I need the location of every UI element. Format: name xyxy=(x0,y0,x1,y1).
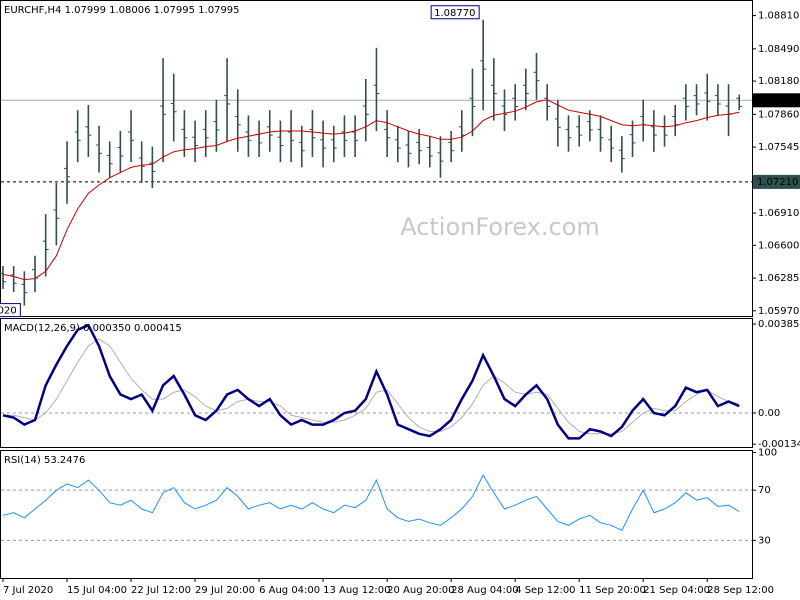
y-tick-label: 1.08810 xyxy=(758,11,799,22)
high-box xyxy=(430,5,480,20)
x-tick-label: 28 Sep 12:00 xyxy=(707,585,774,596)
low-box xyxy=(0,303,21,318)
x-tick-label: 28 Aug 04:00 xyxy=(451,585,518,596)
current-price-box xyxy=(753,93,800,108)
y-tick-label: 70 xyxy=(758,485,771,496)
x-tick-label: 22 Jul 12:00 xyxy=(131,585,191,596)
panel-frame xyxy=(0,450,753,579)
series-line xyxy=(2,323,740,440)
panel-frame xyxy=(0,318,753,448)
y-tick-label: 1.07545 xyxy=(758,142,799,153)
level-label: 1.07210 xyxy=(757,177,798,188)
panel-title: MACD(12,26,9) 0.000350 0.000415 xyxy=(4,323,182,334)
y-tick-label: 1.05970 xyxy=(758,306,799,317)
x-tick-label: 7 Jul 2020 xyxy=(3,585,53,596)
series-line xyxy=(2,474,740,531)
level-box xyxy=(753,174,800,189)
y-tick-label: 1.06910 xyxy=(758,208,799,219)
y-tick-label: 1.06600 xyxy=(758,240,799,251)
y-tick-label: 30 xyxy=(758,535,771,546)
x-tick-label: 4 Sep 12:00 xyxy=(515,585,575,596)
y-tick-label: 1.08490 xyxy=(758,44,799,55)
current-price-label: 1.07995 xyxy=(757,95,798,106)
y-tick-label: 1.06285 xyxy=(758,273,799,284)
x-tick-label: 15 Jul 04:00 xyxy=(67,585,127,596)
low-label: 1.06020 xyxy=(0,306,17,317)
panel-frame xyxy=(0,0,753,317)
panel-title: RSI(14) 53.2476 xyxy=(4,455,85,466)
y-tick-label: 100 xyxy=(758,448,777,459)
x-tick-label: 21 Sep 04:00 xyxy=(643,585,710,596)
high-label: 1.08770 xyxy=(434,8,475,19)
series-line xyxy=(2,99,740,281)
x-tick-label: 13 Aug 12:00 xyxy=(323,585,390,596)
y-tick-label: -0.001348 xyxy=(758,439,800,450)
x-tick-label: 11 Sep 20:00 xyxy=(579,585,646,596)
y-tick-label: 0.00 xyxy=(758,408,780,419)
y-tick-label: 0.00385 xyxy=(758,319,799,330)
x-tick-label: 29 Jul 20:00 xyxy=(195,585,255,596)
x-tick-label: 6 Aug 04:00 xyxy=(259,585,320,596)
y-tick-label: 1.08180 xyxy=(758,76,799,87)
y-tick-label: 1.07860 xyxy=(758,109,799,120)
watermark: ActionForex.com xyxy=(400,213,600,241)
x-tick-label: 20 Aug 20:00 xyxy=(387,585,454,596)
panel-title: EURCHF,H4 1.07999 1.08006 1.07995 1.0799… xyxy=(4,5,240,16)
